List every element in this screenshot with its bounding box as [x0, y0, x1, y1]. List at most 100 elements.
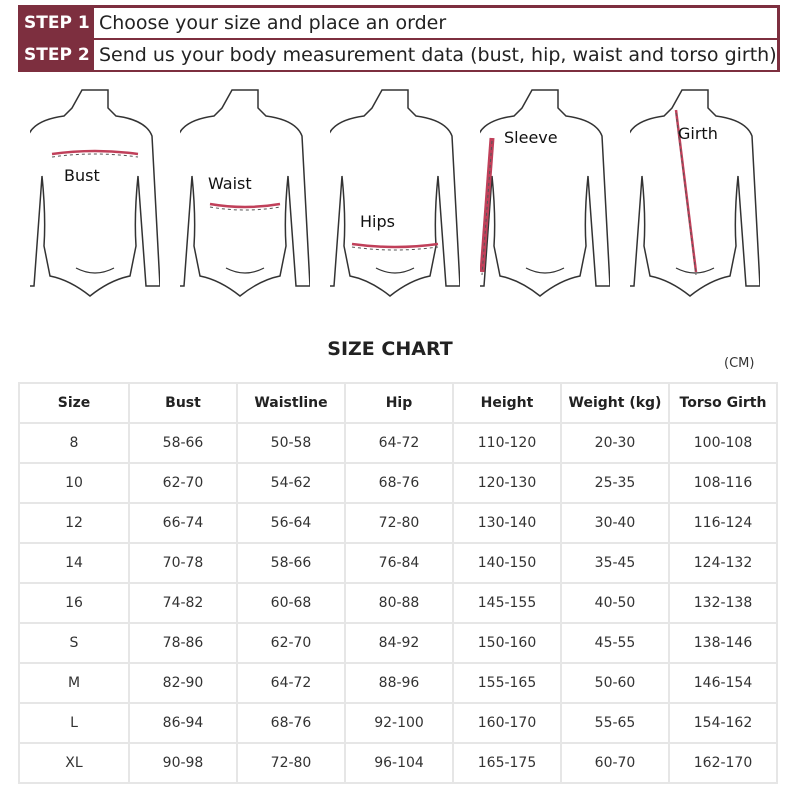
table-cell: 56-64 [236, 502, 346, 544]
table-cell: 90-98 [128, 742, 238, 784]
table-row: L 86-94 68-76 92-100 160-170 55-65 154-162 [18, 702, 778, 744]
table-cell: 55-65 [560, 702, 670, 744]
steps-banner: STEP 1 Choose your size and place an orde… [18, 5, 780, 72]
table-cell: 58-66 [236, 542, 346, 584]
column-header: Size [18, 382, 130, 424]
column-header: Hip [344, 382, 454, 424]
table-cell: XL [18, 742, 130, 784]
step-2: STEP 2 Send us your body measurement data… [21, 40, 777, 70]
table-cell: 16 [18, 582, 130, 624]
column-header: Torso Girth [668, 382, 778, 424]
table-row: 16 74-82 60-68 80-88 145-155 40-50 132-138 [18, 582, 778, 624]
table-cell: 120-130 [452, 462, 562, 504]
table-cell: 92-100 [344, 702, 454, 744]
table-cell: 116-124 [668, 502, 778, 544]
table-cell: 40-50 [560, 582, 670, 624]
size-chart-title: SIZE CHART [327, 338, 453, 360]
table-row: 12 66-74 56-64 72-80 130-140 30-40 116-124 [18, 502, 778, 544]
table-cell: L [18, 702, 130, 744]
table-cell: 62-70 [236, 622, 346, 664]
table-row: 14 70-78 58-66 76-84 140-150 35-45 124-132 [18, 542, 778, 584]
table-cell: 50-60 [560, 662, 670, 704]
table-cell: 146-154 [668, 662, 778, 704]
table-cell: 84-92 [344, 622, 454, 664]
figure-waist: Waist [169, 82, 311, 302]
column-header: Height [452, 382, 562, 424]
table-cell: 70-78 [128, 542, 238, 584]
table-cell: 45-55 [560, 622, 670, 664]
figure-label: Waist [208, 174, 252, 193]
unit-label: (CM) [724, 356, 755, 371]
table-cell: 25-35 [560, 462, 670, 504]
table-cell: 80-88 [344, 582, 454, 624]
step-text: Choose your size and place an order [94, 8, 777, 38]
table-cell: 150-160 [452, 622, 562, 664]
table-cell: 8 [18, 422, 130, 464]
table-cell: 145-155 [452, 582, 562, 624]
table-cell: 72-80 [236, 742, 346, 784]
table-cell: 62-70 [128, 462, 238, 504]
figure-bust: Bust [19, 82, 161, 302]
table-cell: 108-116 [668, 462, 778, 504]
table-cell: 96-104 [344, 742, 454, 784]
table-cell: 66-74 [128, 502, 238, 544]
table-cell: 165-175 [452, 742, 562, 784]
body-outline-icon [319, 89, 461, 297]
table-cell: 124-132 [668, 542, 778, 584]
table-cell: 140-150 [452, 542, 562, 584]
figure-label: Sleeve [504, 128, 558, 147]
table-cell: 60-68 [236, 582, 346, 624]
column-header: Weight (kg) [560, 382, 670, 424]
table-cell: 12 [18, 502, 130, 544]
figure-label: Hips [360, 212, 395, 231]
table-cell: 64-72 [236, 662, 346, 704]
table-row: M 82-90 64-72 88-96 155-165 50-60 146-154 [18, 662, 778, 704]
table-cell: 68-76 [236, 702, 346, 744]
table-cell: 100-108 [668, 422, 778, 464]
table-cell: 132-138 [668, 582, 778, 624]
figure-label: Bust [64, 166, 100, 185]
measurement-figures: Bust Waist Hips Sleeve Girth [0, 82, 800, 302]
table-cell: 30-40 [560, 502, 670, 544]
table-cell: 86-94 [128, 702, 238, 744]
table-cell: 64-72 [344, 422, 454, 464]
table-cell: 10 [18, 462, 130, 504]
table-cell: 35-45 [560, 542, 670, 584]
step-text: Send us your body measurement data (bust… [94, 40, 777, 70]
table-cell: 130-140 [452, 502, 562, 544]
size-table: Size Bust Waistline Hip Height Weight (kg) Tor… [18, 382, 778, 784]
table-row: 10 62-70 54-62 68-76 120-130 25-35 108-116 [18, 462, 778, 504]
table-cell: 58-66 [128, 422, 238, 464]
table-cell: 60-70 [560, 742, 670, 784]
table-cell: 162-170 [668, 742, 778, 784]
step-label: STEP 1 [24, 13, 90, 33]
table-cell: 14 [18, 542, 130, 584]
table-header: Size Bust Waistline Hip Height Weight (kg) Tor… [18, 382, 778, 424]
body-outline-icon [619, 89, 761, 297]
step-label: STEP 2 [24, 45, 90, 65]
figure-sleeve: Sleeve [469, 82, 611, 302]
table-row: XL 90-98 72-80 96-104 165-175 60-70 162-170 [18, 742, 778, 784]
table-cell: 20-30 [560, 422, 670, 464]
table-cell: 88-96 [344, 662, 454, 704]
table-cell: 138-146 [668, 622, 778, 664]
figure-label: Girth [678, 124, 718, 143]
table-cell: M [18, 662, 130, 704]
column-header: Waistline [236, 382, 346, 424]
table-cell: 72-80 [344, 502, 454, 544]
step-1: STEP 1 Choose your size and place an orde… [21, 8, 777, 38]
table-cell: 155-165 [452, 662, 562, 704]
table-cell: 54-62 [236, 462, 346, 504]
table-row: 8 58-66 50-58 64-72 110-120 20-30 100-108 [18, 422, 778, 464]
table-cell: 78-86 [128, 622, 238, 664]
table-cell: 82-90 [128, 662, 238, 704]
table-cell: 160-170 [452, 702, 562, 744]
body-outline-icon [19, 89, 161, 297]
figure-hips: Hips [319, 82, 461, 302]
table-cell: 74-82 [128, 582, 238, 624]
figure-girth: Girth [619, 82, 761, 302]
table-row: S 78-86 62-70 84-92 150-160 45-55 138-146 [18, 622, 778, 664]
table-cell: 50-58 [236, 422, 346, 464]
table-cell: 110-120 [452, 422, 562, 464]
table-cell: 154-162 [668, 702, 778, 744]
